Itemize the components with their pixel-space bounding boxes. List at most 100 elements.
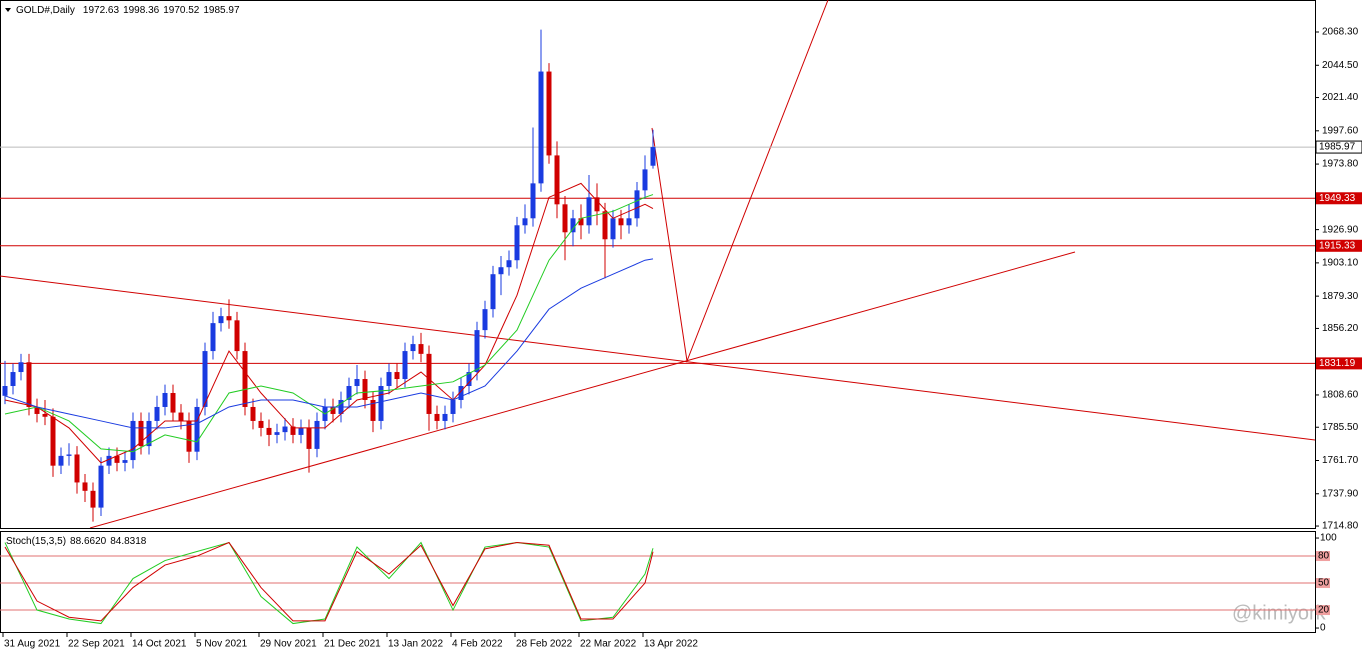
symbol: GOLD#,Daily (16, 5, 75, 16)
high: 1998.36 (123, 5, 160, 16)
moving-average (4, 182, 654, 464)
y-tick-label: 1973.80 (1322, 159, 1359, 170)
candle-body (434, 413, 440, 421)
candle-body (618, 218, 624, 226)
candle-body (154, 406, 160, 421)
candle-body (162, 392, 168, 407)
candle-body (626, 218, 632, 226)
candle-body (498, 267, 504, 275)
candle-body (202, 351, 208, 407)
candle-body (650, 147, 656, 166)
candle-body (298, 427, 304, 435)
level-label: 1831.19 (1319, 358, 1356, 369)
y-tick-label: 1737.90 (1322, 488, 1359, 499)
candle-body (34, 406, 40, 414)
candle-body (522, 218, 528, 226)
candle-body (594, 197, 600, 212)
stoch-level-label: 20 (1318, 605, 1330, 616)
x-tick-label: 14 Oct 2021 (132, 639, 187, 650)
menu-triangle (5, 8, 11, 12)
candle-body (170, 392, 176, 413)
plot (0, 29, 1315, 522)
candle-body (186, 420, 192, 452)
candle-body (106, 455, 112, 466)
candle-body (50, 416, 56, 466)
level-label: 1949.33 (1319, 193, 1356, 204)
stoch-main: 88.6620 (70, 536, 107, 547)
candle-body (442, 413, 448, 421)
candle-body (74, 454, 80, 483)
candle-body (642, 169, 648, 191)
y-tick-label: 2044.50 (1322, 60, 1359, 71)
candle-body (282, 426, 288, 433)
level-tag (1316, 239, 1362, 252)
price-tag (1315, 140, 1362, 154)
x-tick-label: 22 Sep 2021 (68, 639, 125, 650)
stoch-tick-label: 100 (1320, 533, 1337, 544)
candle-body (178, 412, 184, 421)
candle-body (418, 344, 424, 354)
level-label: 1915.33 (1319, 240, 1356, 251)
candle-body (306, 427, 312, 449)
x-tick-label: 29 Nov 2021 (260, 639, 317, 650)
candle-body (562, 204, 568, 233)
candle-body (474, 330, 480, 373)
price-label: 1985.97 (1319, 142, 1356, 153)
y-tick-label: 1714.80 (1322, 521, 1359, 532)
stoch-line (4, 541, 654, 625)
y-tick-label: 1856.20 (1322, 323, 1359, 334)
candle-body (130, 420, 136, 461)
stoch-label: Stoch(15,3,5) (6, 536, 66, 547)
candle-body (490, 274, 496, 310)
header: GOLD#,Daily 1972.63 1998.36 1970.52 1985.97 (16, 5, 240, 16)
candle-body (354, 379, 360, 387)
stoch-frame (0, 531, 1316, 633)
candle-body (290, 426, 296, 435)
candle-body (2, 386, 8, 396)
candle-body (242, 351, 248, 407)
y-tick-label: 1879.30 (1322, 291, 1359, 302)
x-tick-label: 13 Jan 2022 (388, 639, 443, 650)
stoch-signal: 84.8318 (110, 536, 147, 547)
trendline (89, 251, 1076, 528)
candle-body (26, 362, 32, 407)
candle-body (538, 71, 544, 184)
stoch-level-label: 80 (1318, 551, 1330, 562)
y-tick-label: 1997.60 (1322, 125, 1359, 136)
candle-body (314, 420, 320, 449)
candle-body (274, 432, 280, 435)
candle-body (514, 225, 520, 261)
candle-body (226, 316, 232, 321)
candle-body (114, 455, 120, 463)
candle-body (602, 211, 608, 240)
candle-body (378, 386, 384, 421)
candle-body (98, 465, 104, 508)
candle-body (450, 399, 456, 414)
candle-body (346, 386, 352, 400)
main-frame (0, 0, 1316, 529)
candle-body (122, 460, 128, 463)
forecast-path (651, 0, 829, 363)
candle-body (194, 406, 200, 452)
y-tick-label: 1785.50 (1322, 422, 1359, 433)
x-tick-label: 22 Mar 2022 (580, 639, 637, 650)
level-tag (1316, 357, 1362, 370)
candle-body (82, 482, 88, 491)
candle-body (530, 183, 536, 219)
candle-body (330, 406, 336, 414)
x-tick-label: 28 Feb 2022 (516, 639, 573, 650)
moving-average (4, 258, 654, 429)
level-tag (1316, 192, 1362, 205)
candle-body (234, 320, 240, 352)
x-tick-label: 21 Dec 2021 (324, 639, 381, 650)
candle-body (586, 197, 592, 226)
x-tick-label: 4 Feb 2022 (452, 639, 503, 650)
close: 1985.97 (203, 5, 240, 16)
stoch-level-tag (1316, 578, 1330, 589)
candle-body (506, 260, 512, 268)
y-tick-label: 2021.40 (1322, 92, 1359, 103)
stoch-level-tag (1316, 551, 1330, 562)
candle-body (482, 309, 488, 331)
